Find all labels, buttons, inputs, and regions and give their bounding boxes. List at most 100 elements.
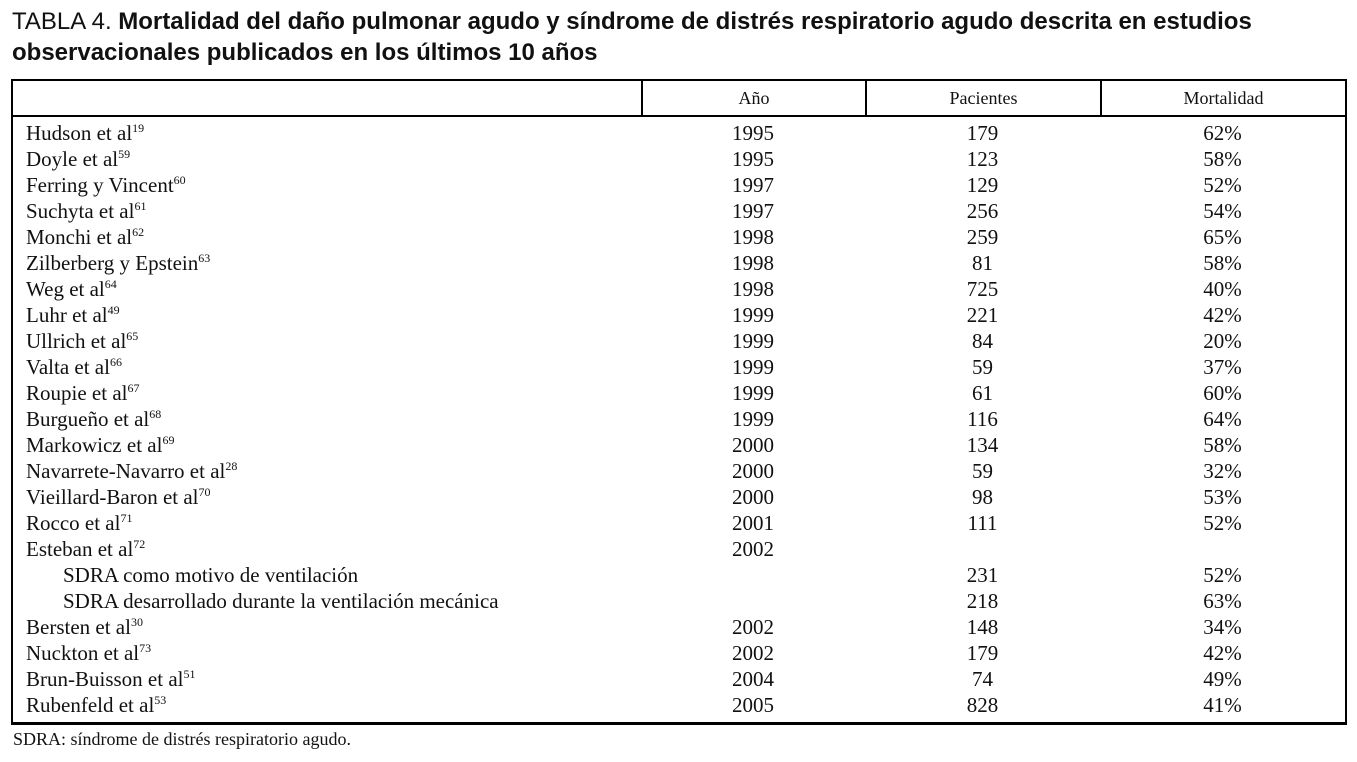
study-name: Doyle et al [26,147,119,171]
cell-study: Rocco et al71 [13,510,641,536]
study-name: SDRA como motivo de ventilación [63,563,359,587]
study-name: Rocco et al [26,511,121,535]
table-header-row: Año Pacientes Mortalidad [13,81,1345,117]
cell-study: Markowicz et al69 [13,432,641,458]
table-row: Brun-Buisson et al51 2004 74 49% [13,666,1345,692]
cell-study: Suchyta et al61 [13,198,641,224]
table-row: Ferring y Vincent60 1997 129 52% [13,172,1345,198]
cell-patients: 129 [966,173,999,197]
study-name: Brun-Buisson et al [26,667,184,691]
cell-patients: 725 [966,277,999,301]
cell-study: Vieillard-Baron et al70 [13,484,641,510]
cell-study: Ullrich et al65 [13,328,641,354]
cell-study: Esteban et al72 [13,536,641,562]
cell-mortality: 42% [1203,303,1242,327]
table-row: Navarrete-Navarro et al28 2000 59 32% [13,458,1345,484]
cell-mortality: 34% [1203,615,1242,639]
cell-patients: 148 [966,615,999,639]
table-row: Rocco et al71 2001 111 52% [13,510,1345,536]
study-name: Zilberberg y Epstein [26,251,199,275]
cell-mortality: 60% [1203,381,1242,405]
cell-year: 1999 [732,381,774,405]
cell-mortality: 20% [1203,329,1242,353]
cell-mortality: 53% [1203,485,1242,509]
cell-year: 2000 [732,459,774,483]
table-row: Ullrich et al65 1999 84 20% [13,328,1345,354]
table-row: SDRA como motivo de ventilación 231 52% [13,562,1345,588]
table-row: Zilberberg y Epstein63 1998 81 58% [13,250,1345,276]
cell-study: Bersten et al30 [13,614,641,640]
cell-patients: 59 [972,459,993,483]
table-row: Monchi et al62 1998 259 65% [13,224,1345,250]
cell-patients: 828 [966,693,999,717]
study-name: Weg et al [26,277,105,301]
reference-superscript: 19 [132,121,145,135]
cell-study: SDRA como motivo de ventilación [13,562,641,588]
study-name: Navarrete-Navarro et al [26,459,226,483]
cell-mortality: 37% [1203,355,1242,379]
cell-mortality: 54% [1203,199,1242,223]
cell-patients: 256 [966,199,999,223]
cell-year: 2002 [732,537,774,561]
table-row: Weg et al64 1998 725 40% [13,276,1345,302]
cell-patients: 259 [966,225,999,249]
cell-patients: 59 [972,355,993,379]
study-name: Rubenfeld et al [26,693,155,717]
cell-patients: 61 [972,381,993,405]
cell-year: 1999 [732,303,774,327]
reference-superscript: 68 [149,407,162,421]
table-row: Doyle et al59 1995 123 58% [13,146,1345,172]
cell-patients: 134 [966,433,999,457]
study-name: Valta et al [26,355,110,379]
reference-superscript: 71 [120,511,133,525]
study-name: Burgueño et al [26,407,150,431]
cell-mortality: 52% [1203,563,1242,587]
cell-year [641,588,865,614]
cell-mortality: 63% [1203,589,1242,613]
study-name: Luhr et al [26,303,108,327]
cell-mortality [1100,536,1345,562]
cell-mortality: 42% [1203,641,1242,665]
cell-mortality: 65% [1203,225,1242,249]
reference-superscript: 49 [107,303,120,317]
cell-patients: 98 [972,485,993,509]
cell-year: 2005 [732,693,774,717]
table-row: Valta et al66 1999 59 37% [13,354,1345,380]
reference-superscript: 62 [132,225,145,239]
reference-superscript: 61 [134,199,147,213]
cell-patients: 221 [966,303,999,327]
reference-superscript: 28 [225,459,238,473]
cell-year: 2002 [732,641,774,665]
table-row: Bersten et al30 2002 148 34% [13,614,1345,640]
cell-patients: 74 [972,667,993,691]
cell-study: Ferring y Vincent60 [13,172,641,198]
cell-year: 1997 [732,199,774,223]
cell-patients: 179 [966,121,999,145]
cell-study: Burgueño et al68 [13,406,641,432]
cell-mortality: 32% [1203,459,1242,483]
reference-superscript: 65 [126,329,139,343]
reference-superscript: 64 [104,277,117,291]
table-body: Hudson et al19 1995 179 62% Doyle et al59 199… [13,117,1345,722]
study-name: Esteban et al [26,537,134,561]
table-row: Rubenfeld et al53 2005 828 41% [13,692,1345,718]
cell-mortality: 62% [1203,121,1242,145]
study-name: Roupie et al [26,381,128,405]
cell-patients: 123 [966,147,999,171]
study-name: Bersten et al [26,615,131,639]
table-row: Hudson et al19 1995 179 62% [13,120,1345,146]
cell-year: 1995 [732,121,774,145]
reference-superscript: 60 [173,173,186,187]
reference-superscript: 72 [133,537,146,551]
reference-superscript: 67 [127,381,140,395]
cell-year: 2001 [732,511,774,535]
cell-mortality: 41% [1203,693,1242,717]
cell-patients: 231 [966,563,999,587]
table-row: Esteban et al72 2002 [13,536,1345,562]
cell-year: 1998 [732,251,774,275]
cell-patients: 81 [972,251,993,275]
table-row: Burgueño et al68 1999 116 64% [13,406,1345,432]
cell-study: Hudson et al19 [13,120,641,146]
reference-superscript: 59 [118,147,131,161]
reference-superscript: 66 [109,355,122,369]
